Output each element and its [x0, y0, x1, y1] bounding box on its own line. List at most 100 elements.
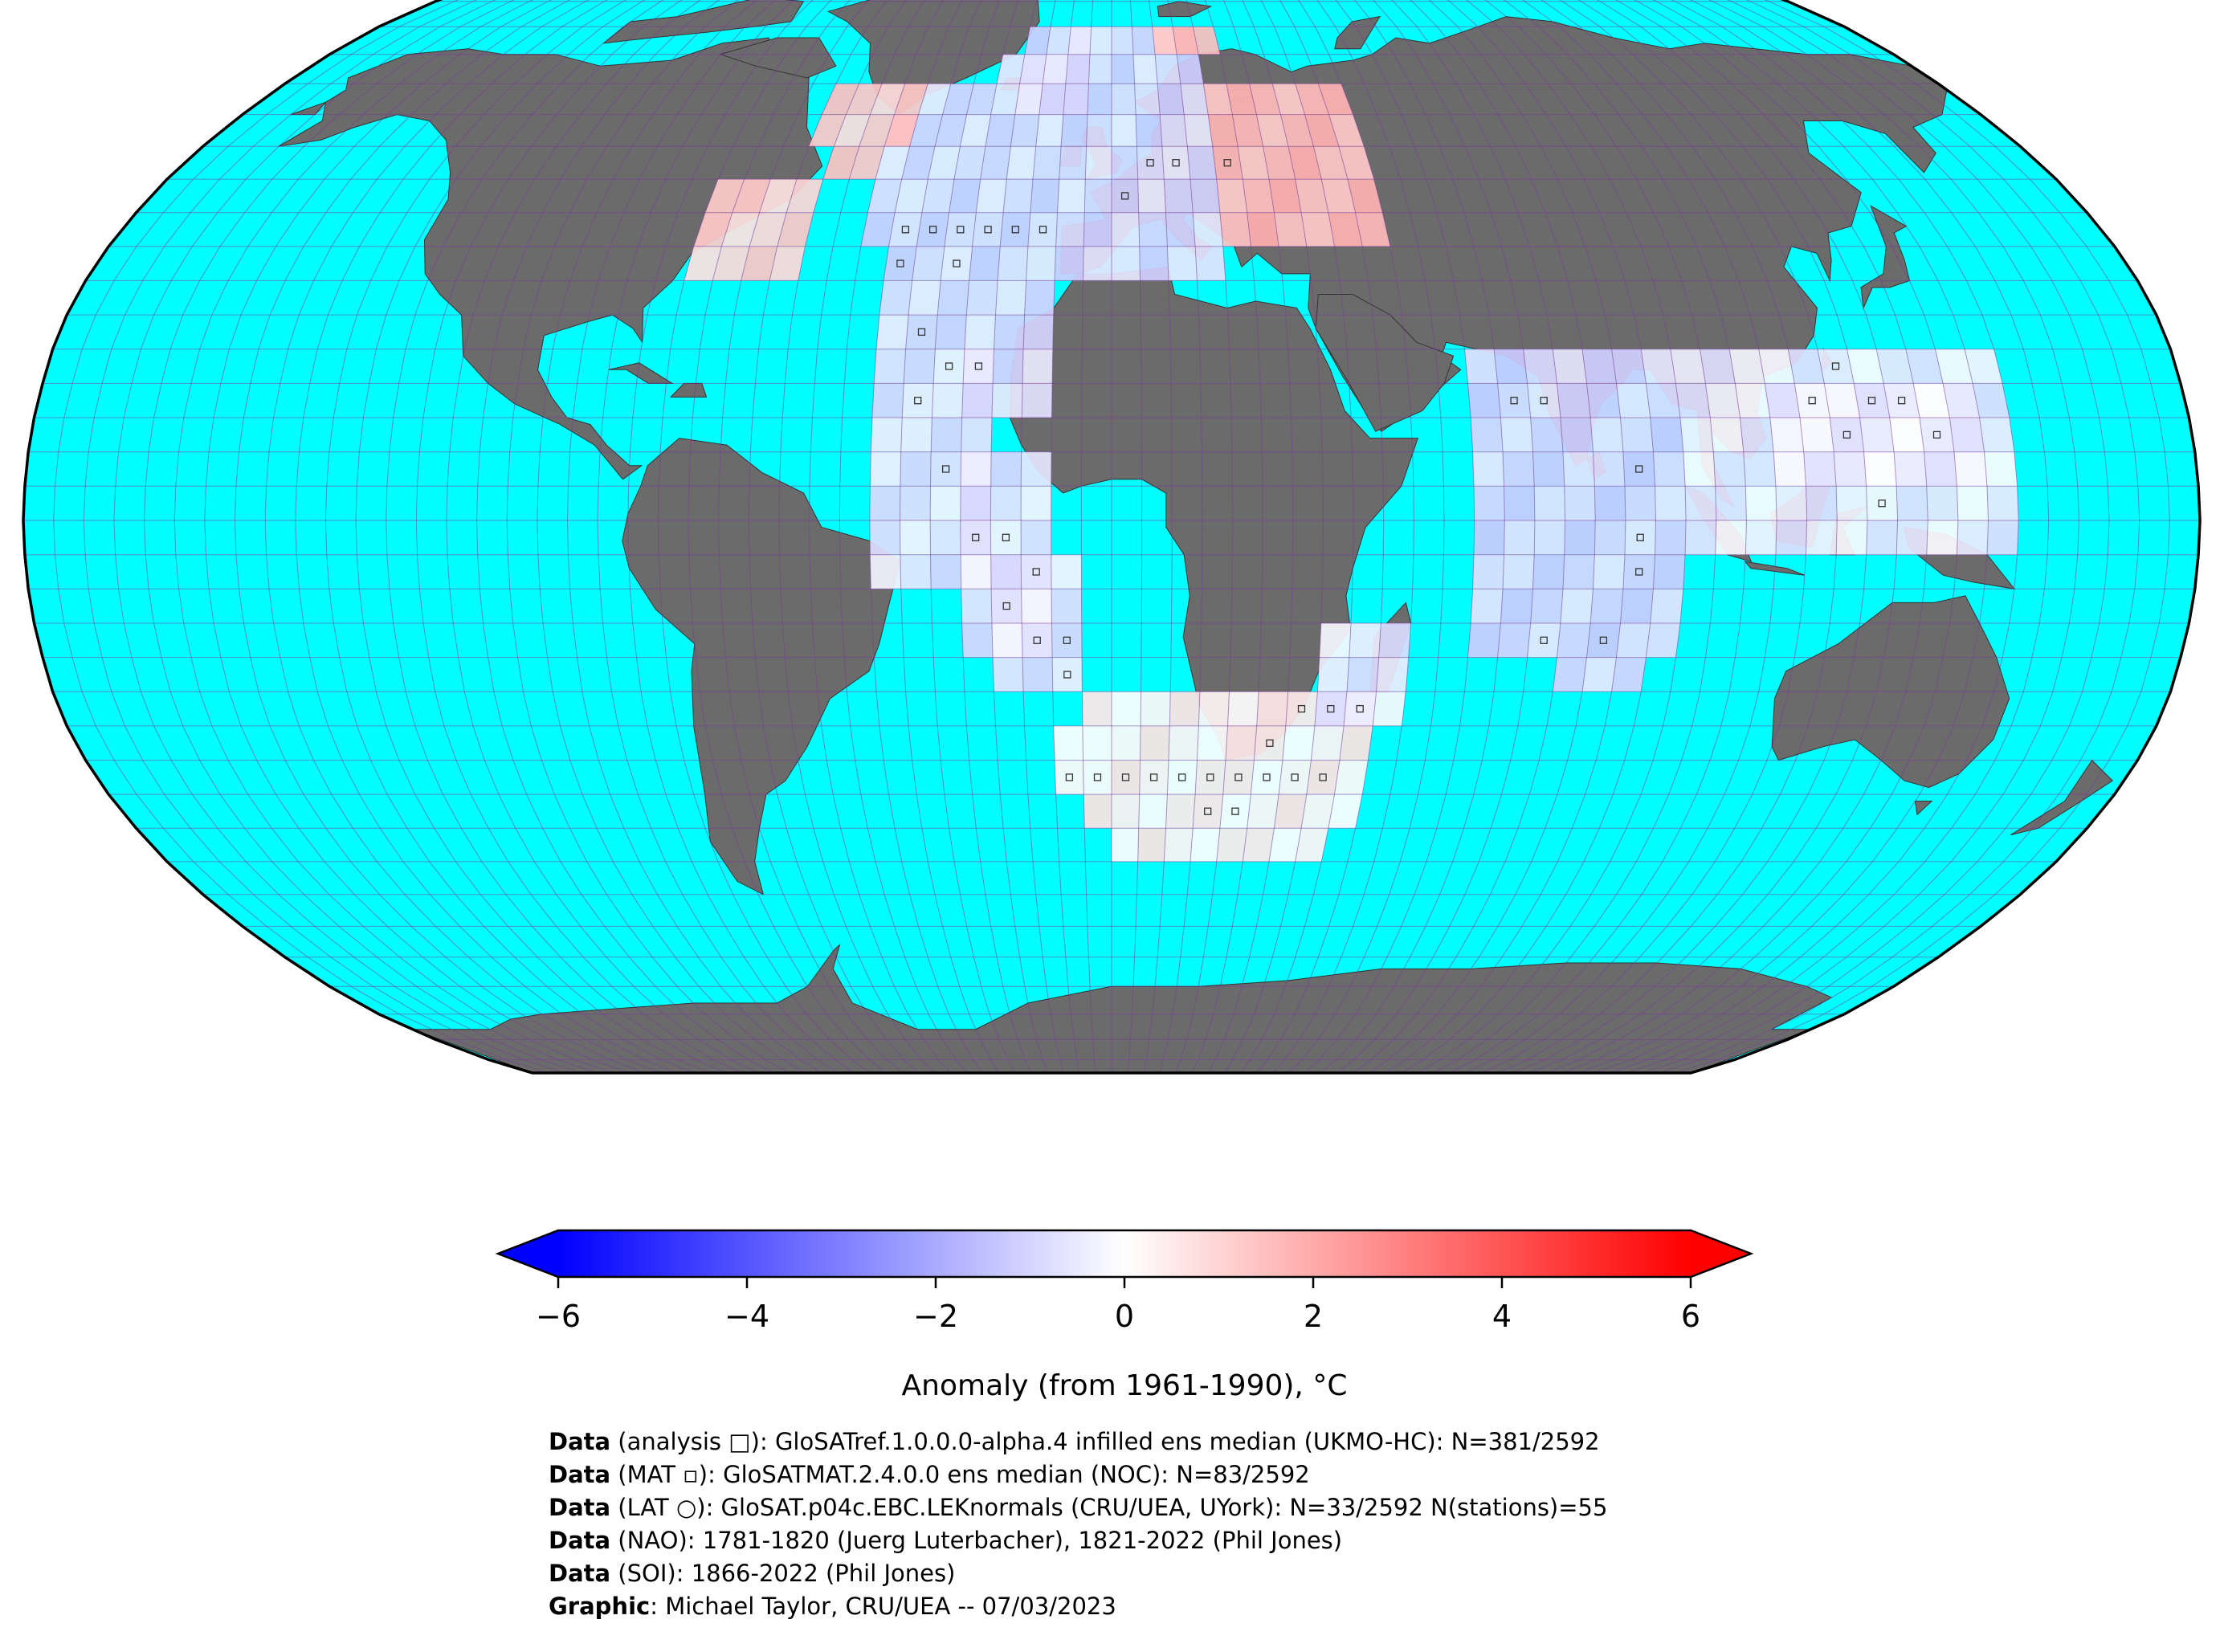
anomaly-cell	[954, 146, 985, 180]
anomaly-cell	[998, 246, 1028, 281]
anomaly-cell	[1866, 486, 1898, 520]
observation-marker	[1011, 226, 1019, 234]
anomaly-cell	[1033, 146, 1062, 180]
anomaly-cell	[1775, 486, 1807, 520]
meridian-line	[778, 0, 936, 1073]
anomaly-cell	[894, 84, 928, 115]
observation-marker	[1231, 807, 1239, 815]
meridian-line	[688, 0, 887, 1073]
anomaly-cell	[1112, 114, 1137, 147]
meridian-line	[1020, 0, 1064, 1073]
anomaly-cell	[1735, 383, 1770, 418]
anomaly-cell	[1373, 691, 1406, 726]
meridian-line	[506, 0, 790, 1073]
land-svalbard	[1157, 1, 1213, 18]
credit-soi: Data (SOI): 1866-2022 (Phil Jones)	[549, 1560, 956, 1587]
anomaly-cell	[909, 114, 943, 147]
anomaly-cell	[1334, 760, 1369, 795]
anomaly-cell	[1193, 794, 1223, 829]
anomaly-cell	[1769, 418, 1804, 452]
anomaly-cell	[905, 315, 938, 349]
anomaly-cell	[1140, 725, 1170, 761]
anomaly-cell	[1014, 84, 1043, 115]
anomaly-cell	[1347, 657, 1379, 692]
anomaly-cell	[1530, 589, 1563, 623]
anomaly-cell	[1027, 212, 1058, 247]
anomaly-cell	[876, 315, 909, 349]
anomaly-cell	[883, 246, 917, 281]
anomaly-cell	[1304, 114, 1339, 147]
colorbar-tick-label: 2	[1304, 1299, 1323, 1334]
observation-marker	[1510, 397, 1518, 405]
anomaly-cell	[1226, 84, 1257, 115]
anomaly-cell	[1003, 179, 1033, 213]
colorbar-tick-label: 4	[1492, 1299, 1512, 1334]
anomaly-cell	[1019, 54, 1047, 84]
anomaly-cell	[786, 179, 823, 213]
anomaly-cell	[1503, 554, 1535, 589]
anomaly-cell	[1087, 84, 1112, 115]
anomaly-cell	[1198, 691, 1230, 726]
anomaly-cell	[875, 146, 910, 180]
anomaly-cell	[1775, 520, 1807, 555]
colorbar-tick-label: −2	[913, 1299, 958, 1334]
anomaly-cell	[1232, 114, 1263, 147]
anomaly-cell	[964, 315, 996, 349]
anomaly-cell	[1195, 246, 1226, 281]
anomaly-cell	[1653, 451, 1686, 487]
anomaly-cell	[822, 84, 859, 115]
anomaly-cell	[1208, 114, 1239, 147]
anomaly-cell	[1112, 146, 1138, 180]
anomaly-cell	[1279, 760, 1312, 795]
anomaly-cell	[960, 114, 991, 147]
anomaly-cell	[961, 623, 994, 658]
anomaly-cell	[900, 451, 932, 487]
anomaly-cell	[1586, 623, 1621, 658]
anomaly-cell	[1824, 383, 1860, 418]
colorbar-tick-label: 6	[1681, 1299, 1700, 1334]
anomaly-cell	[1582, 349, 1617, 384]
anomaly-cell	[1611, 657, 1647, 692]
anomaly-cell	[1500, 589, 1533, 623]
anomaly-cell	[1063, 84, 1089, 115]
anomaly-cell	[1920, 418, 1954, 452]
anomaly-cell	[1024, 280, 1055, 316]
anomaly-cell	[1328, 212, 1363, 247]
meridian-line	[1159, 0, 1203, 1073]
meridian-line	[718, 0, 903, 1073]
anomaly-cell	[1055, 246, 1084, 281]
anomaly-cell	[990, 554, 1022, 589]
anomaly-cell	[1534, 520, 1565, 555]
meridian-line	[1385, 0, 1626, 1073]
meridian-line	[264, 0, 662, 1073]
anomaly-cell	[949, 179, 981, 213]
anomaly-cell	[1165, 794, 1196, 829]
meridian-line	[476, 0, 774, 1073]
anomaly-cell	[871, 383, 904, 418]
anomaly-cell	[1112, 691, 1141, 726]
anomaly-cell	[1137, 828, 1166, 862]
anomaly-cell	[1530, 418, 1563, 452]
anomaly-cell	[1378, 623, 1411, 658]
anomaly-cell	[1288, 146, 1322, 180]
anomaly-cell	[1295, 828, 1328, 862]
meridian-line	[1433, 0, 1717, 1073]
anomaly-cell	[1247, 212, 1279, 247]
observation-marker	[896, 259, 904, 267]
anomaly-cell	[1594, 486, 1626, 520]
credit-analysis: Data (analysis □): GloSATref.1.0.0.0-alp…	[549, 1428, 1600, 1455]
anomaly-cell	[1854, 383, 1890, 418]
anomaly-cell	[993, 349, 1024, 384]
anomaly-cell	[1251, 760, 1283, 795]
anomaly-cell	[1622, 554, 1655, 589]
anomaly-cell	[1272, 84, 1305, 115]
anomaly-cell	[1046, 27, 1071, 55]
observation-marker	[1808, 397, 1816, 405]
meridian-line	[113, 0, 582, 1073]
meridian-line	[566, 0, 822, 1073]
meridian-line	[144, 0, 598, 1073]
anomaly-cell	[966, 84, 997, 115]
anomaly-cell	[1024, 27, 1051, 55]
anomaly-cell	[1243, 179, 1275, 213]
anomaly-cell	[769, 246, 806, 281]
